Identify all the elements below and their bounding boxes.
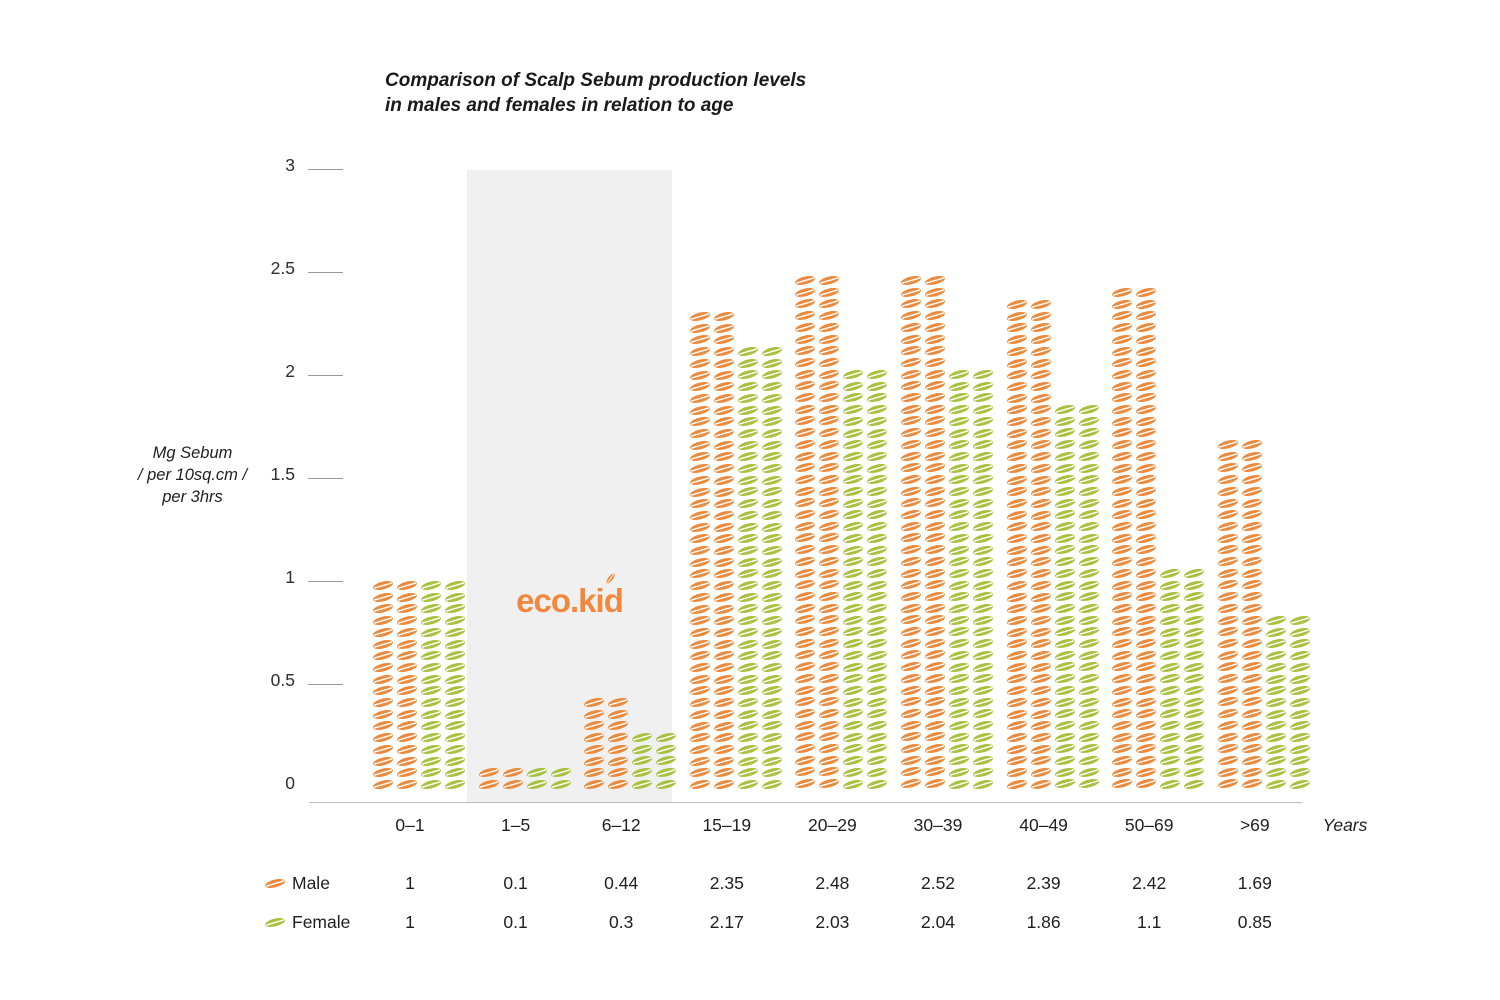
male-value-6–12: 0.44 <box>604 873 639 893</box>
male-bar-15–19 <box>688 311 735 790</box>
male-value-1–5: 0.1 <box>503 873 528 893</box>
x-axis-unit-label: Years <box>1322 815 1368 835</box>
x-category-label: 0–1 <box>395 815 425 835</box>
female-bar->69 <box>1264 615 1311 790</box>
female-legend-leaf-icon <box>264 917 286 928</box>
x-category-label: 15–19 <box>702 815 752 835</box>
x-category-label: >69 <box>1239 815 1270 835</box>
male-value-40–49: 2.39 <box>1026 873 1061 893</box>
y-tick-line <box>308 272 343 273</box>
male-legend-leaf-icon <box>264 878 286 889</box>
y-tick-label: 1.5 <box>270 464 295 484</box>
y-tick-line <box>308 478 343 479</box>
male-bar-50–69 <box>1111 287 1158 789</box>
y-axis-label-line2: / per 10sq.cm / <box>137 466 248 484</box>
female-value-30–39: 2.04 <box>920 912 956 932</box>
x-category-label: 30–39 <box>913 815 963 835</box>
ecokid-logo: eco.kid <box>516 582 624 619</box>
y-axis-label: Mg Sebum / per 10sq.cm / per 3hrs <box>110 442 275 508</box>
female-legend-label: Female <box>292 912 351 932</box>
female-value-20–29: 2.03 <box>815 912 850 932</box>
female-bar-50–69 <box>1159 568 1206 790</box>
y-tick-label: 0.5 <box>270 670 295 690</box>
female-value-1–5: 0.1 <box>503 912 528 932</box>
male-value-50–69: 2.42 <box>1132 873 1167 893</box>
highlight-band <box>467 170 672 802</box>
male-value-20–29: 2.48 <box>815 873 850 893</box>
female-bar-0–1 <box>420 580 466 790</box>
male-bar->69 <box>1216 439 1263 789</box>
y-axis-label-line1: Mg Sebum <box>152 444 233 462</box>
y-tick-label: 0 <box>285 773 295 793</box>
x-category-label: 1–5 <box>500 815 531 835</box>
chart-title: Comparison of Scalp Sebum production lev… <box>385 68 806 118</box>
female-bar-20–29 <box>842 369 889 790</box>
male-value-30–39: 2.52 <box>920 873 956 893</box>
female-bar-6–12 <box>631 732 678 790</box>
y-tick-line <box>308 375 343 376</box>
x-category-label: 40–49 <box>1019 815 1068 835</box>
y-tick-label: 3 <box>285 155 295 175</box>
male-value-15–19: 2.35 <box>709 873 744 893</box>
female-value->69: 0.85 <box>1237 912 1272 932</box>
y-tick-line <box>308 581 343 582</box>
chart-title-line1: Comparison of Scalp Sebum production lev… <box>385 70 807 91</box>
y-tick-label: 1 <box>285 567 295 587</box>
male-bar-30–39 <box>900 275 946 789</box>
male-legend-label: Male <box>292 873 330 893</box>
male-value-0–1: 1 <box>405 873 415 893</box>
female-value-6–12: 0.3 <box>609 912 634 932</box>
female-bar-1–5 <box>525 767 572 790</box>
y-tick-label: 2.5 <box>270 258 295 278</box>
female-value-40–49: 1.86 <box>1026 912 1061 932</box>
male-bar-40–49 <box>1005 299 1052 790</box>
female-bar-40–49 <box>1053 404 1100 789</box>
x-axis-line <box>309 802 1302 803</box>
x-category-label: 50–69 <box>1124 815 1174 835</box>
y-axis-label-line3: per 3hrs <box>162 488 223 506</box>
y-tick-line <box>308 684 343 685</box>
male-bar-20–29 <box>794 275 841 789</box>
x-category-label: 6–12 <box>601 815 641 835</box>
female-value-0–1: 1 <box>405 912 415 932</box>
female-bar-15–19 <box>736 346 783 790</box>
male-bar-6–12 <box>583 697 630 790</box>
y-tick-label: 2 <box>285 361 295 381</box>
female-value-15–19: 2.17 <box>709 912 744 932</box>
y-tick-line <box>308 169 343 170</box>
chart-title-line2: in males and females in relation to age <box>385 95 734 116</box>
female-value-50–69: 1.1 <box>1137 912 1162 932</box>
male-bar-0–1 <box>372 580 418 790</box>
male-value->69: 1.69 <box>1237 873 1272 893</box>
x-category-label: 20–29 <box>808 815 857 835</box>
female-bar-30–39 <box>948 369 994 790</box>
male-bar-1–5 <box>477 767 524 790</box>
